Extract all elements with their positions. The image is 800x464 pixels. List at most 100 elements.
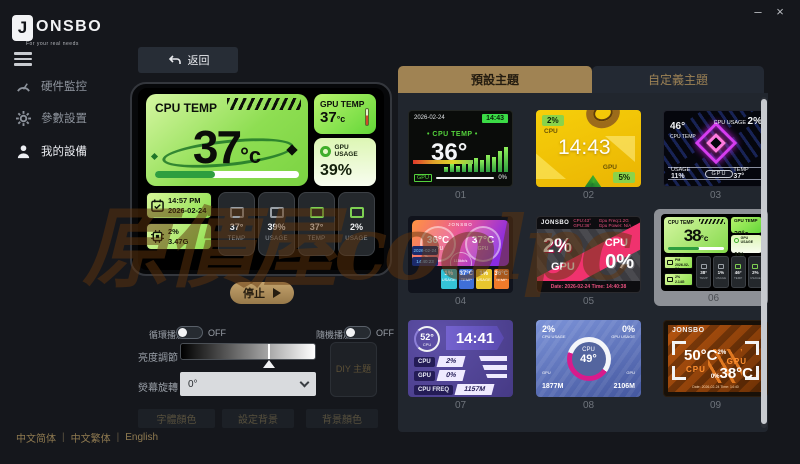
cpu-chip-icon [229,206,244,218]
shuffle-toggle-state: OFF [376,328,394,338]
stat-tile: 39% USAGE [258,192,295,256]
brand-name: ONSBO [36,18,103,35]
theme-caption: 07 [454,400,467,411]
back-button[interactable]: 返回 [138,47,238,73]
chevron-deco-icon [227,98,301,110]
play-icon [273,288,281,298]
cpu-temp-label: CPU TEMP [155,101,218,115]
brand-tagline: For your real needs [26,41,79,47]
gpu-chip-icon [309,206,324,218]
close-button[interactable]: × [776,4,784,19]
gauge-ring-deco: CPU 49° [566,336,611,381]
font-color-button[interactable]: 字體顏色 [138,409,215,428]
theme-thumbnail-01[interactable]: 2026-02-24 14:43 • CPU TEMP • 36° GPU 0% [408,110,513,187]
theme-caption: 03 [709,190,722,201]
chevron-down-icon [299,377,310,387]
sidebar-item-label: 我的設備 [41,146,87,158]
gpu-usage-ring-icon [320,145,331,157]
rotation-select[interactable]: 0° [180,372,316,396]
preview-time: 14:57 PM [168,196,201,206]
theme-caption: 09 [709,400,722,411]
gpu-temp-unit: °c [336,114,346,124]
theme-thumbnail-08[interactable]: 2% CPU USAGE 0% GPU USAGE CPU 49° GPU 1877M … [536,320,641,397]
gpu-chip-icon [349,206,364,218]
brand-mark: J [12,15,33,41]
language-bar: 中文简体 | 中文繁体 | English [16,432,159,445]
rotation-value: 0° [188,378,198,390]
theme-thumbnail-04[interactable]: JONSBO 36°C CPU 37°C GPU 115kb/s 2026-02-2… [408,216,513,293]
stop-button-label: 停止 [243,288,265,300]
equalizer-deco [444,147,508,172]
theme-caption: 08 [582,400,595,411]
brightness-slider[interactable] [180,343,316,368]
preview-device: CPU TEMP 37°c GPU TEMP 37°c GPU USAGE 39… [130,82,392,276]
gpu-temp-label: GPU TEMP [320,99,365,109]
stat-tile: 37° TEMP [298,192,335,256]
theme-caption: 05 [582,296,595,307]
cpu-temp-card: CPU TEMP 37°c [146,94,308,186]
sidebar-item-my-devices[interactable]: 我的設備 [16,143,87,159]
minimize-button[interactable]: – [754,4,762,19]
language-english[interactable]: English [125,432,159,443]
rotation-label: 熒幕旋轉 [138,383,178,394]
pineapple-ring-deco [582,110,624,133]
slider-thumb[interactable] [263,360,276,368]
calendar-icon [151,199,164,212]
back-button-label: 返回 [187,55,210,67]
gear-icon [16,110,31,126]
shuffle-toggle-label: 隨機播放 [316,330,353,340]
gauge-icon [17,82,30,92]
back-arrow-icon [168,54,181,64]
menu-icon[interactable] [14,52,32,69]
sidebar-item-label: 硬件監控 [41,81,87,93]
datetime-badge: 14:57 PM 2026-02-24 [146,192,212,219]
diy-theme-button[interactable]: DIY 主題 [330,342,377,397]
brightness-label: 亮度調節 [138,353,178,364]
shuffle-toggle[interactable] [344,326,371,339]
thermometer-icon [365,108,369,126]
cpu-temp-unit: °c [240,143,262,168]
theme-thumbnail-09[interactable]: JONSBO 50°C2% CPU GPU 0%38°C Date: 2026-… [663,320,768,397]
pineapple-leaf-deco [582,175,604,187]
sidebar-item-label: 參數設置 [41,113,87,125]
spectrum-deco [413,160,473,164]
stat-tile: 37° TEMP [218,192,255,256]
background-color-button[interactable]: 背景顏色 [306,409,378,428]
cpu-freq-value: 3.47G [168,236,189,246]
brand-logo: J ONSBO [12,15,102,41]
theme-caption: 04 [454,296,467,307]
tab-preset-themes[interactable]: 預設主題 [398,66,592,93]
stat-tile: 2% USAGE [338,192,375,256]
cpu-usage-value: 2% [168,227,179,237]
theme-thumbnail-05[interactable]: JONSBO CPU:43° GPU:36° Gpu Freq:1.2G Gpu P… [536,216,641,293]
cpu-load-badge: 2% 3.47G [146,223,212,250]
sidebar-item-parameter-settings[interactable]: 參數設置 [16,110,87,126]
cpu-chip-icon [151,230,164,243]
set-background-button[interactable]: 設定背景 [222,409,294,428]
gpu-usage-value: 39% [320,162,353,179]
theme-caption: 01 [454,190,467,201]
theme-thumbnail-02[interactable]: 2% CPU 14:43 GPU 5% [536,110,641,187]
preview-screen: CPU TEMP 37°c GPU TEMP 37°c GPU USAGE 39… [138,88,384,270]
gpu-usage-label: GPU USAGE [334,144,358,158]
stop-button[interactable]: 停止 [230,282,294,304]
gpu-temp-value: 37 [320,109,337,126]
loop-toggle-label: 循環播放 [149,330,186,340]
gpu-temp-card: GPU TEMP 37°c [314,94,376,134]
language-simplified-chinese[interactable]: 中文简体 [16,434,56,445]
scrollbar-thumb[interactable] [761,99,767,424]
cpu-temp-progressbar [155,171,299,178]
loop-toggle[interactable] [176,326,203,339]
theme-caption: 02 [582,190,595,201]
loop-toggle-state: OFF [208,328,226,338]
themes-scrollbar[interactable] [761,97,767,428]
cpu-chip-icon [269,206,284,218]
cpu-temp-value: 37 [192,121,242,173]
sidebar-item-hardware-monitor[interactable]: 硬件監控 [16,78,87,94]
tab-custom-themes[interactable]: 自定義主題 [592,66,764,93]
language-traditional-chinese[interactable]: 中文繁体 [70,434,111,445]
preview-date: 2026-02-24 [168,205,207,215]
theme-thumbnail-07[interactable]: 52° CPU 14:41 CPU 2% GPU 0% CPU FREQ 1157M [408,320,513,397]
theme-thumbnail-03[interactable]: 46° CPU TEMP CPU USAGE 2% USAGE 11% GPU T… [663,110,768,187]
